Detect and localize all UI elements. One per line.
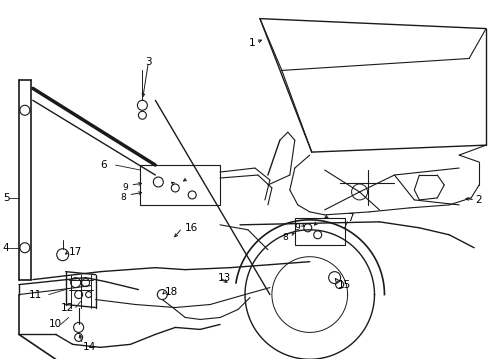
Text: 17: 17 xyxy=(68,247,82,257)
Text: 10: 10 xyxy=(49,319,62,329)
Text: 12: 12 xyxy=(61,302,74,312)
Text: 8: 8 xyxy=(282,233,288,242)
Text: 16: 16 xyxy=(185,223,198,233)
Text: 14: 14 xyxy=(82,342,96,352)
Text: 7: 7 xyxy=(347,213,353,223)
Text: 13: 13 xyxy=(218,273,231,283)
Text: 9: 9 xyxy=(294,223,300,232)
Text: 6: 6 xyxy=(101,160,107,170)
Text: 2: 2 xyxy=(474,195,481,205)
Text: 15: 15 xyxy=(337,280,350,289)
Text: 4: 4 xyxy=(3,243,10,253)
Text: 18: 18 xyxy=(165,287,178,297)
Text: 3: 3 xyxy=(145,58,151,67)
Text: 1: 1 xyxy=(248,37,254,48)
Text: 5: 5 xyxy=(3,193,10,203)
Text: 11: 11 xyxy=(29,289,42,300)
Text: 9: 9 xyxy=(122,184,128,193)
Text: 8: 8 xyxy=(120,193,126,202)
